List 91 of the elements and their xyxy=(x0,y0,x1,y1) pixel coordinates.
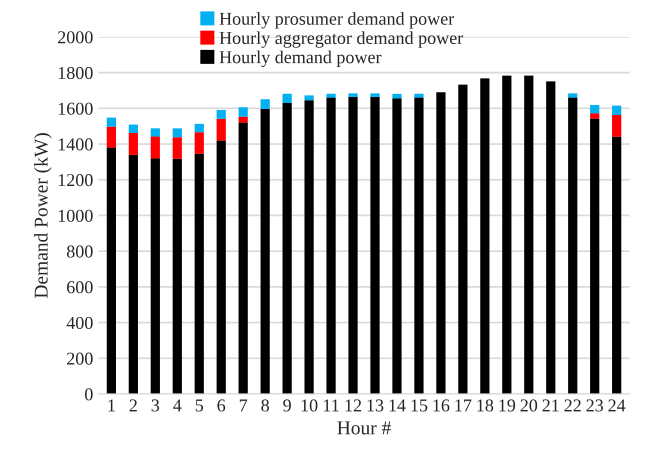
bar xyxy=(590,104,600,114)
x-tick-label: 23 xyxy=(586,399,604,412)
x-tick-label: 21 xyxy=(542,399,559,412)
bar xyxy=(414,94,424,98)
x-tick-label: 1 xyxy=(108,399,115,412)
bar xyxy=(524,76,534,394)
bar xyxy=(326,98,336,394)
x-tick-label: 17 xyxy=(455,399,472,412)
bar xyxy=(172,128,182,138)
bar xyxy=(216,140,226,394)
bar xyxy=(414,98,424,394)
y-tick-label: 800 xyxy=(66,245,93,258)
bar xyxy=(392,98,402,394)
bar xyxy=(106,126,116,148)
bar xyxy=(128,154,138,394)
x-tick-label: 12 xyxy=(346,399,362,412)
bar xyxy=(128,132,138,155)
y-tick-label: 1200 xyxy=(58,174,93,186)
bar xyxy=(612,136,622,394)
x-tick-label: 2 xyxy=(130,399,137,412)
legend-label: Hourly demand power xyxy=(220,50,382,68)
x-tick-label: 14 xyxy=(390,399,406,412)
bar xyxy=(194,154,204,394)
y-tick-label: 1400 xyxy=(58,138,93,150)
x-tick-label: 10 xyxy=(302,399,318,412)
x-tick-label: 7 xyxy=(240,400,248,412)
bar xyxy=(172,158,182,394)
bar xyxy=(150,158,160,394)
x-tick-label: 8 xyxy=(261,399,269,412)
x-tick-label: 3 xyxy=(152,399,160,412)
x-tick-label: 4 xyxy=(173,399,182,412)
bar xyxy=(282,94,292,103)
bar xyxy=(106,148,116,394)
bar xyxy=(238,116,248,123)
bar xyxy=(612,114,622,137)
bar xyxy=(172,137,182,159)
y-tick-label: 1600 xyxy=(58,102,93,115)
bar xyxy=(304,95,314,100)
legend-label: Hourly prosumer demand power xyxy=(220,12,454,29)
bar xyxy=(194,124,204,132)
bar xyxy=(216,118,226,141)
bar xyxy=(238,107,248,117)
bar xyxy=(282,102,292,394)
y-axis-title: Demand Power (kW) xyxy=(34,133,52,298)
bar xyxy=(568,93,578,98)
x-tick-label: 24 xyxy=(608,399,626,412)
y-tick-label: 600 xyxy=(67,281,93,294)
legend-label: Hourly aggregator demand power xyxy=(220,31,464,48)
bar xyxy=(590,113,600,119)
bar xyxy=(150,128,160,137)
x-tick-label: 11 xyxy=(324,399,339,412)
x-tick-label: 15 xyxy=(412,399,428,412)
bar xyxy=(304,100,314,394)
bar xyxy=(128,124,138,133)
bar xyxy=(260,99,270,109)
bar xyxy=(106,118,116,127)
bar xyxy=(150,136,160,158)
y-tick-label: 200 xyxy=(67,352,93,365)
y-tick-label: 0 xyxy=(84,388,93,400)
bar xyxy=(348,96,358,394)
bar xyxy=(326,94,336,98)
x-tick-label: 13 xyxy=(368,399,384,412)
bar xyxy=(260,108,270,394)
bar xyxy=(458,84,468,394)
x-tick-label: 5 xyxy=(196,400,204,412)
bar xyxy=(546,81,556,394)
y-tick-label: 1800 xyxy=(58,66,93,80)
bar xyxy=(370,93,380,97)
bar xyxy=(590,118,600,394)
bar xyxy=(568,98,578,394)
x-tick-label: 22 xyxy=(564,399,581,412)
bar xyxy=(502,76,512,394)
y-tick-label: 2000 xyxy=(58,31,93,44)
x-axis-title: Hour # xyxy=(337,422,391,434)
bar xyxy=(392,94,402,98)
x-tick-label: 19 xyxy=(499,399,516,412)
bar xyxy=(194,132,204,154)
x-tick-label: 6 xyxy=(217,399,226,412)
bar xyxy=(348,93,358,97)
x-tick-label: 16 xyxy=(433,399,450,412)
bar xyxy=(436,92,446,394)
x-tick-label: 20 xyxy=(520,399,538,412)
y-tick-label: 400 xyxy=(66,316,93,330)
y-tick-label: 1000 xyxy=(58,210,93,222)
bar xyxy=(216,110,226,119)
bar xyxy=(370,96,380,394)
bar xyxy=(612,106,622,115)
bar xyxy=(238,122,248,394)
x-tick-label: 18 xyxy=(477,399,494,412)
bar xyxy=(480,78,490,394)
x-tick-label: 9 xyxy=(283,399,291,412)
